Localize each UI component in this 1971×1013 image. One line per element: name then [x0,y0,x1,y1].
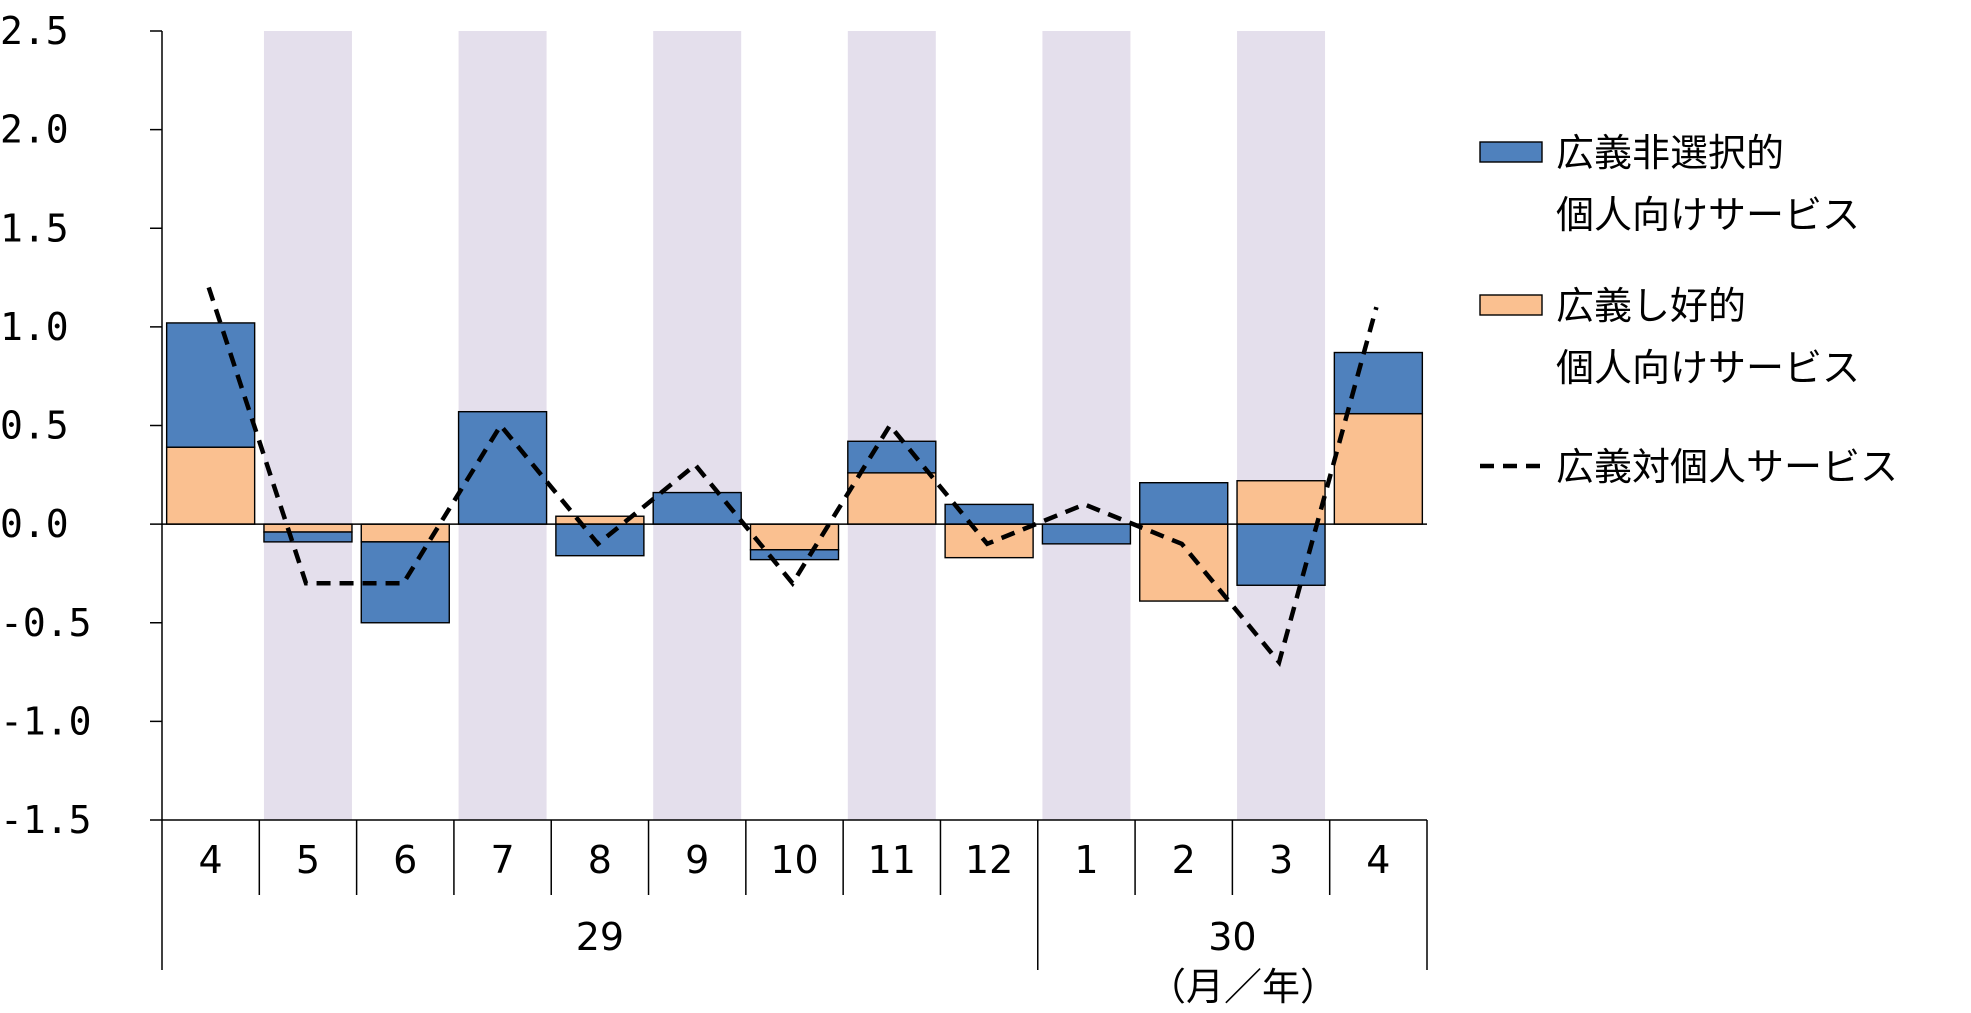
legend-swatch-1 [1479,294,1543,316]
x-category-label-1: 5 [296,838,320,882]
legend-label-1-line-1: 個人向けサービス [1556,346,1860,390]
shade-column-7 [847,31,936,820]
bar-s1-c9 [1041,523,1132,545]
bar-s1-c11 [1236,523,1326,586]
x-category-label-10: 2 [1172,838,1196,882]
shade-column-11 [1237,31,1326,820]
y-tick-label-0: 2.5 [0,9,69,53]
x-category-labels: 4 5 6 7 8 9 10 11 12 1 2 3 4 [199,838,1391,882]
bar-series [165,322,1424,624]
x-category-label-3: 7 [490,838,514,882]
x-category-label-12: 4 [1366,838,1390,882]
x-category-label-5: 9 [685,838,709,882]
axes [150,30,1428,970]
year-label-0: 29 [576,915,624,959]
shade-column-9 [1042,31,1131,820]
bar-s1-c4 [555,523,645,557]
x-category-label-6: 10 [770,838,818,882]
bar-s1-c1 [263,531,353,543]
year-group-labels: 29 30 [576,915,1257,959]
total-dashed-line [206,286,1379,667]
x-category-label-4: 8 [588,838,612,882]
shade-column-1 [263,31,352,820]
legend-swatch-0 [1479,141,1543,163]
y-tick-label-5: 0.0 [0,502,69,546]
y-tick-label-3: 1.0 [0,305,69,349]
x-category-label-11: 3 [1269,838,1293,882]
bar-s0-c12 [1333,412,1424,525]
y-tick-label-8: -1.5 [0,798,92,842]
x-category-label-8: 12 [965,838,1013,882]
bar-s1-c5 [652,491,742,525]
legend-label-2-line-0: 広義対個人サービス [1556,445,1898,489]
year-label-1: 30 [1208,915,1256,959]
bar-s0-c0 [165,446,256,525]
bar-s0-c7 [847,472,937,525]
y-tick-label-6: -0.5 [0,601,92,645]
bar-s1-c2 [360,541,450,624]
y-tick-label-7: -1.0 [0,699,92,743]
x-category-label-0: 4 [199,838,223,882]
legend-label-0-line-0: 広義非選択的 [1556,131,1784,175]
x-category-label-9: 1 [1074,838,1098,882]
shaded-columns [263,31,1326,820]
x-category-label-2: 6 [393,838,417,882]
y-tick-labels: 2.5 2.0 1.5 1.0 0.5 0.0 -0.5 -1.0 -1.5 [0,9,92,842]
shade-column-5 [653,31,742,820]
y-tick-label-4: 0.5 [0,404,69,448]
bar-s1-c10 [1139,482,1229,525]
legend-label-1-line-0: 広義し好的 [1556,284,1746,328]
bar-s0-c10 [1139,523,1229,602]
line-series [206,286,1379,667]
bar-s1-c6 [749,549,840,561]
y-tick-label-2: 1.5 [0,206,69,250]
x-category-label-7: 11 [868,838,916,882]
legend-label-0-line-1: 個人向けサービス [1556,193,1860,237]
bar-s1-c12 [1333,351,1424,415]
x-unit-label: （月／年） [1148,965,1338,1009]
bar-s0-c1 [263,523,353,533]
bar-s0-c11 [1236,480,1326,525]
y-tick-label-1: 2.0 [0,108,69,152]
